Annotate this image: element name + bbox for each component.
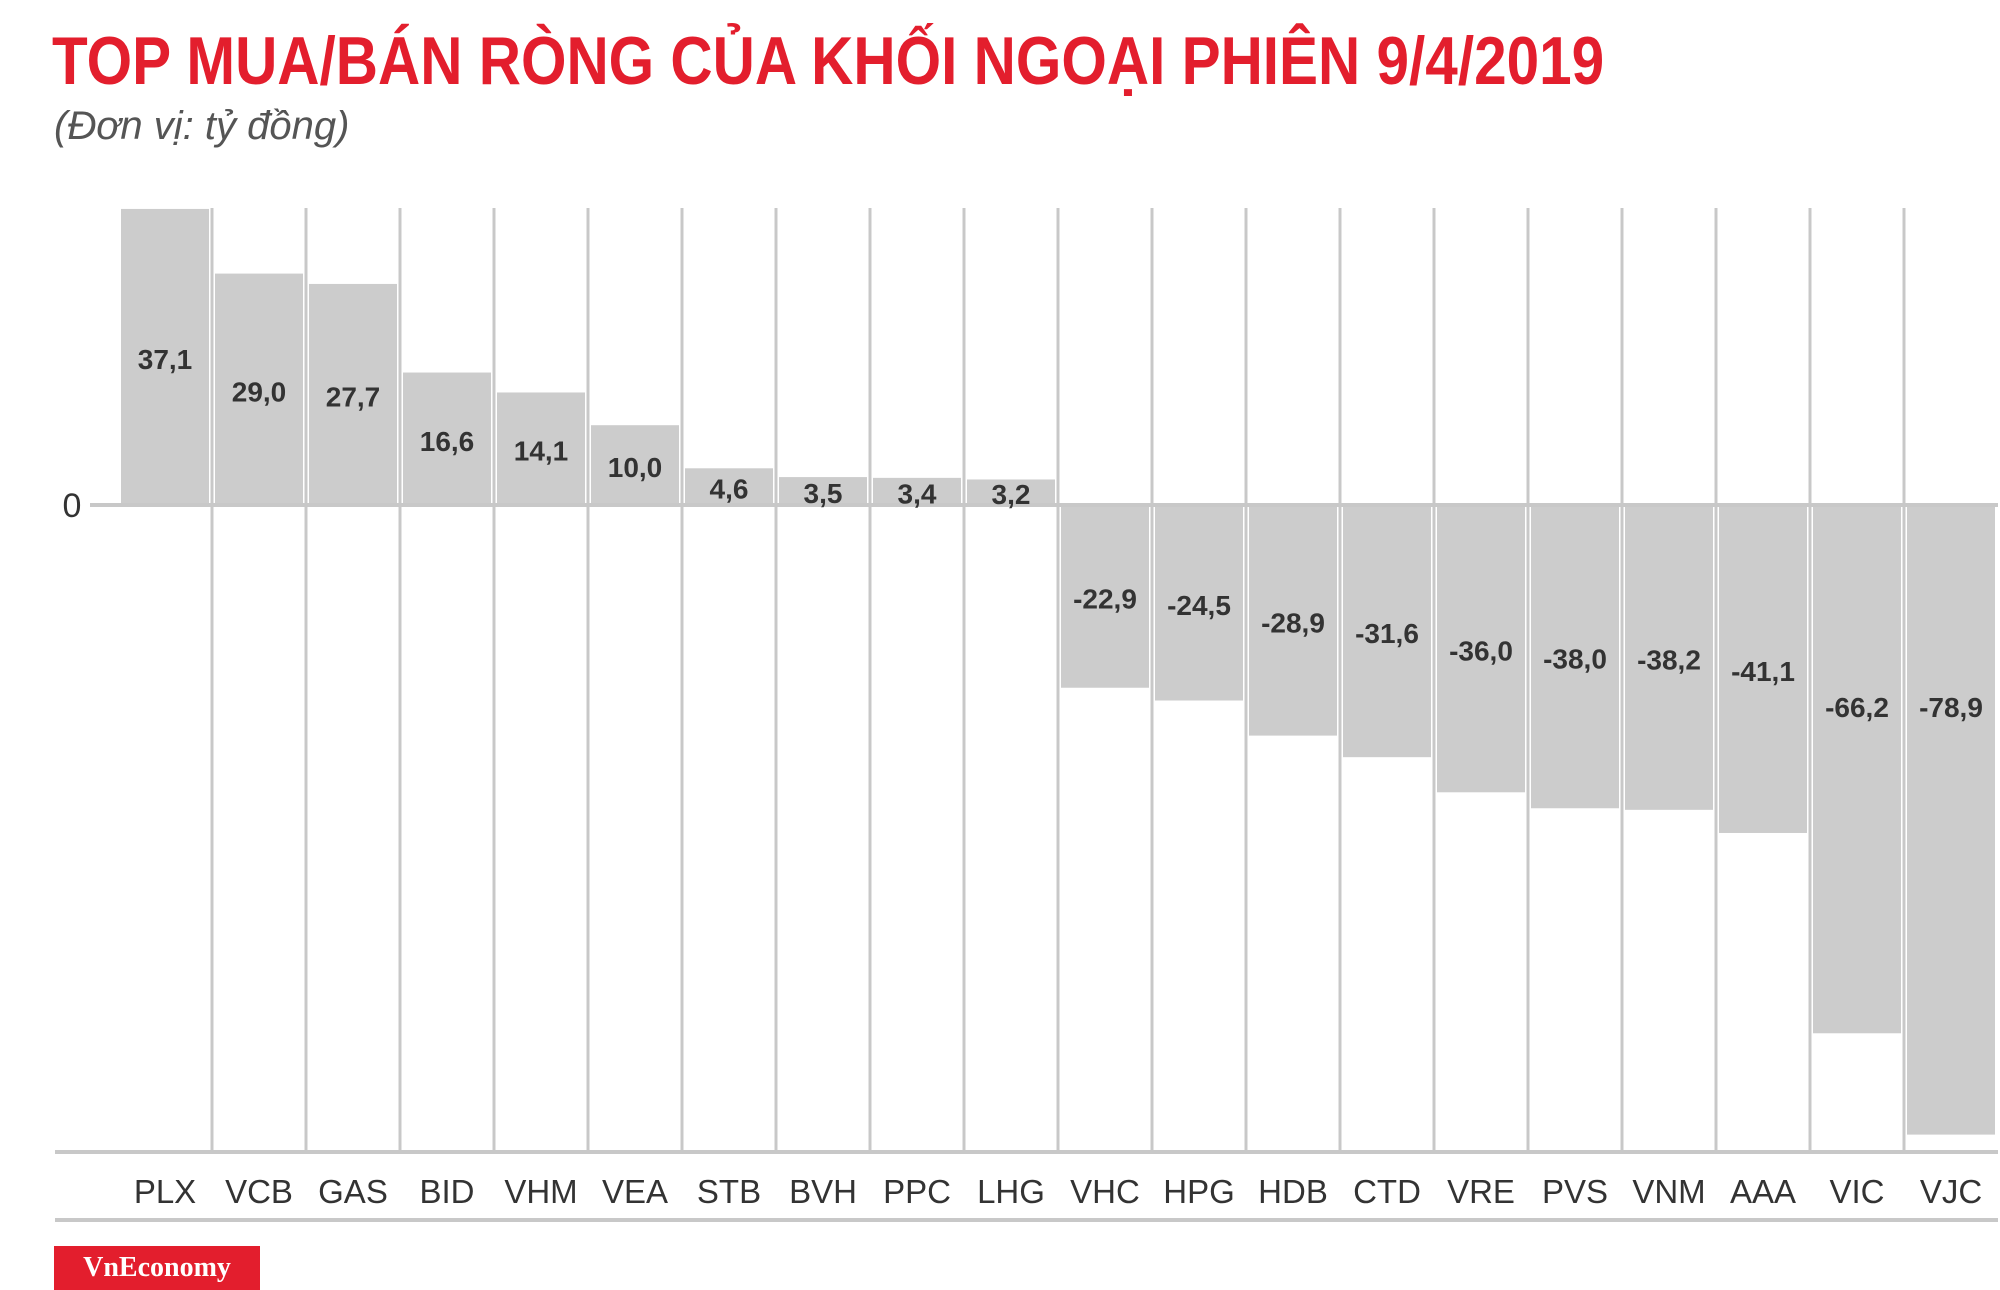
data-label: -66,2	[1825, 692, 1889, 723]
data-label: 3,4	[898, 478, 937, 509]
data-label: 10,0	[608, 452, 663, 483]
bar-bid	[403, 372, 491, 505]
data-label: -28,9	[1261, 607, 1325, 638]
x-tick-label: PLX	[134, 1173, 196, 1210]
bar-vea	[591, 425, 679, 505]
data-label: 27,7	[326, 381, 381, 412]
data-label: 3,2	[992, 479, 1031, 510]
x-tick-label: STB	[697, 1173, 761, 1210]
x-tick-label: AAA	[1730, 1173, 1796, 1210]
y-tick-label: 0	[63, 487, 82, 525]
x-tick-label: VHC	[1070, 1173, 1140, 1210]
x-tick-label: PVS	[1542, 1173, 1608, 1210]
x-tick-label: VIC	[1829, 1173, 1884, 1210]
x-tick-label: VCB	[225, 1173, 293, 1210]
bar-lhg	[967, 479, 1055, 505]
bar-pvs	[1531, 505, 1619, 809]
bar-vcb	[215, 273, 303, 505]
data-label: -41,1	[1731, 656, 1795, 687]
chart-subtitle: (Đơn vị: tỷ đồng)	[54, 104, 350, 148]
data-label: -78,9	[1919, 692, 1983, 723]
x-tick-label: GAS	[318, 1173, 388, 1210]
bar-stb	[685, 468, 773, 505]
data-label: -31,6	[1355, 618, 1419, 649]
x-tick-label: BID	[419, 1173, 474, 1210]
data-label: 14,1	[514, 436, 569, 467]
x-tick-label: VEA	[602, 1173, 668, 1210]
data-label: -24,5	[1167, 590, 1231, 621]
vneconomy-logo: VnEconomy	[54, 1246, 260, 1290]
bar-vre	[1437, 505, 1525, 793]
chart-title: TOP MUA/BÁN RÒNG CỦA KHỐI NGOẠI PHIÊN 9/…	[52, 23, 1605, 99]
bar-gas	[309, 283, 397, 505]
bar-ppc	[873, 477, 961, 505]
bar-vic	[1813, 505, 1901, 1034]
data-label: 16,6	[420, 426, 475, 457]
x-tick-label: BVH	[789, 1173, 857, 1210]
bar-vhm	[497, 392, 585, 505]
bar-hpg	[1155, 505, 1243, 701]
x-tick-label: HPG	[1163, 1173, 1235, 1210]
x-tick-label: VNM	[1632, 1173, 1705, 1210]
x-tick-label: VHM	[504, 1173, 577, 1210]
data-label: 4,6	[710, 474, 749, 505]
x-tick-label: HDB	[1258, 1173, 1328, 1210]
x-tick-label: VJC	[1920, 1173, 1982, 1210]
bar-bvh	[779, 477, 867, 505]
bar-vhc	[1061, 505, 1149, 688]
data-label: -36,0	[1449, 636, 1513, 667]
x-tick-label: PPC	[883, 1173, 951, 1210]
bar-hdb	[1249, 505, 1337, 736]
x-tick-label: VRE	[1447, 1173, 1515, 1210]
bar-aaa	[1719, 505, 1807, 833]
x-tick-label: LHG	[977, 1173, 1045, 1210]
x-tick-label: CTD	[1353, 1173, 1421, 1210]
data-label: -38,2	[1637, 644, 1701, 675]
bar-vnm	[1625, 505, 1713, 810]
data-label: -22,9	[1073, 583, 1137, 614]
data-label: 29,0	[232, 376, 287, 407]
data-label: 3,5	[804, 478, 843, 509]
bar-ctd	[1343, 505, 1431, 758]
data-label: -38,0	[1543, 644, 1607, 675]
data-label: 37,1	[138, 344, 193, 375]
bar-plx	[121, 208, 209, 505]
bar-vjc	[1907, 505, 1995, 1135]
